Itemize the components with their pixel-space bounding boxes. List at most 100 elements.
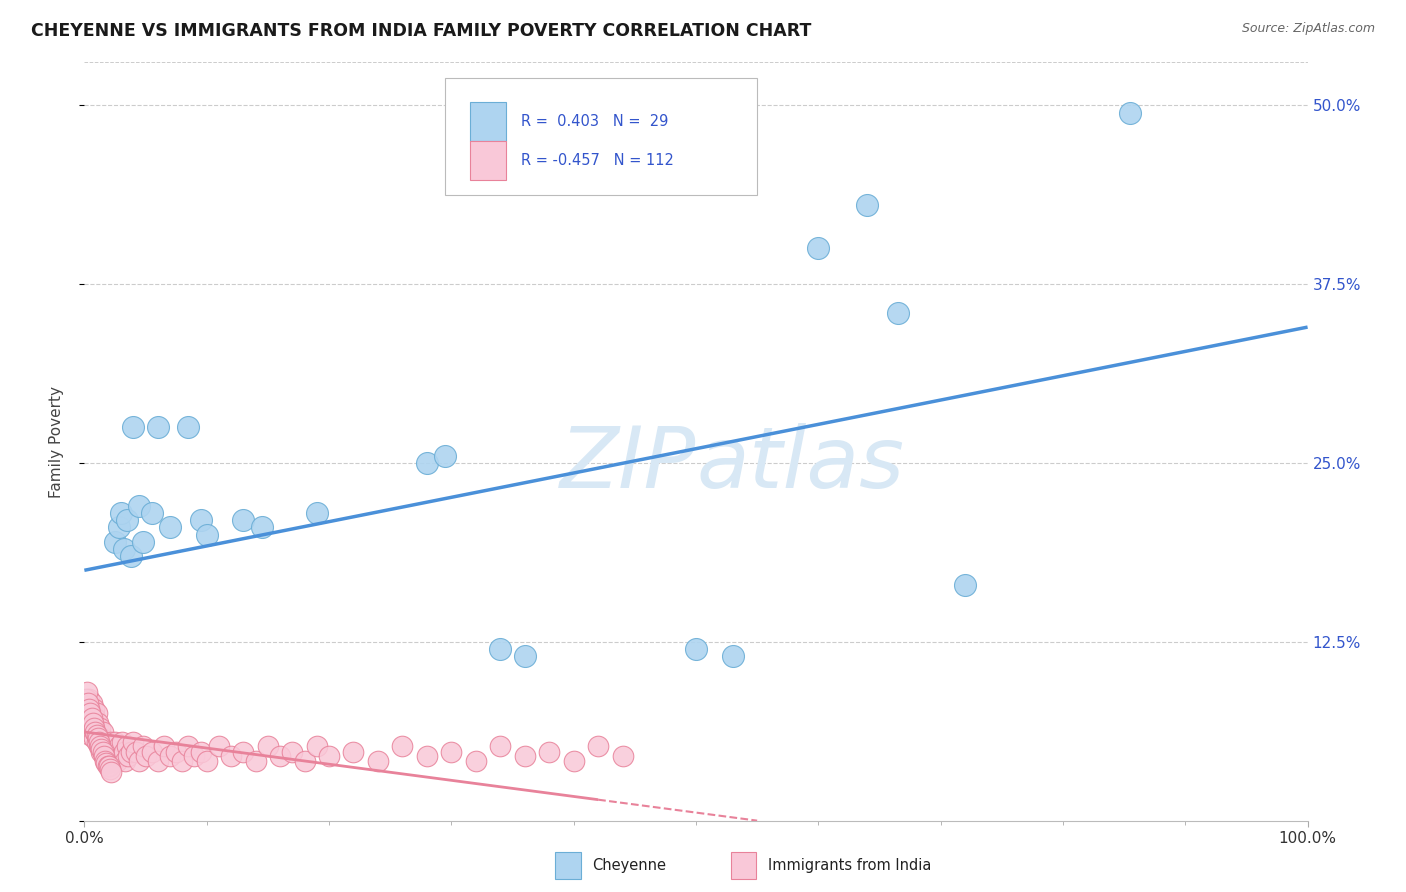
Point — [318, 749, 340, 764]
Point — [86, 735, 108, 749]
Point — [586, 739, 609, 754]
Point — [80, 696, 103, 710]
Point — [97, 749, 120, 764]
Text: Cheyenne: Cheyenne — [592, 858, 666, 872]
Point — [538, 745, 561, 759]
Point — [96, 754, 118, 768]
Point — [97, 759, 120, 773]
Point — [117, 749, 139, 764]
Point — [125, 745, 148, 759]
Point — [104, 735, 127, 749]
Point — [489, 642, 512, 657]
Point — [80, 711, 103, 725]
Point — [135, 749, 157, 764]
Point — [84, 725, 107, 739]
Point — [77, 696, 100, 710]
Point — [122, 420, 145, 434]
Point — [562, 754, 585, 768]
Point — [105, 745, 128, 759]
Point — [111, 735, 134, 749]
Point — [94, 754, 117, 768]
Point — [115, 513, 138, 527]
Point — [685, 642, 707, 657]
Point — [190, 513, 212, 527]
Point — [98, 762, 121, 776]
Point — [77, 714, 100, 728]
Text: ZIP: ZIP — [560, 423, 696, 506]
Point — [132, 534, 155, 549]
Point — [76, 685, 98, 699]
Text: atlas: atlas — [696, 423, 904, 506]
Point — [77, 699, 100, 714]
Point — [104, 534, 127, 549]
Point — [87, 731, 110, 745]
Point — [80, 711, 103, 725]
Point — [110, 506, 132, 520]
Point — [257, 739, 280, 754]
Point — [103, 754, 125, 768]
Point — [195, 754, 218, 768]
Point — [132, 739, 155, 754]
Point — [208, 739, 231, 754]
Point — [86, 706, 108, 721]
Point — [98, 754, 121, 768]
Point — [96, 739, 118, 754]
Point — [195, 527, 218, 541]
Point — [77, 702, 100, 716]
Point — [83, 731, 105, 745]
Point — [120, 745, 142, 759]
Point — [93, 735, 115, 749]
Point — [269, 749, 291, 764]
Point — [128, 499, 150, 513]
Point — [107, 739, 129, 754]
Point — [84, 711, 107, 725]
Point — [128, 754, 150, 768]
Point — [1119, 105, 1142, 120]
Point — [122, 735, 145, 749]
Point — [83, 702, 105, 716]
Point — [513, 649, 536, 664]
Point — [153, 739, 176, 754]
Point — [416, 456, 439, 470]
Point — [87, 716, 110, 731]
Point — [177, 420, 200, 434]
Point — [612, 749, 634, 764]
Point — [97, 759, 120, 773]
Point — [434, 449, 457, 463]
Point — [90, 745, 112, 759]
Text: CHEYENNE VS IMMIGRANTS FROM INDIA FAMILY POVERTY CORRELATION CHART: CHEYENNE VS IMMIGRANTS FROM INDIA FAMILY… — [31, 22, 811, 40]
Point — [86, 728, 108, 742]
Point — [91, 725, 114, 739]
Point — [305, 739, 328, 754]
Point — [100, 735, 122, 749]
Point — [513, 749, 536, 764]
Point — [159, 520, 181, 534]
Point — [120, 549, 142, 563]
Point — [115, 739, 138, 754]
Point — [146, 754, 169, 768]
Point — [96, 756, 118, 771]
Point — [391, 739, 413, 754]
Point — [82, 721, 104, 735]
Point — [856, 198, 879, 212]
Point — [75, 692, 97, 706]
Bar — [470, 141, 506, 180]
Point — [232, 745, 254, 759]
Point — [93, 749, 115, 764]
Point — [141, 506, 163, 520]
Point — [146, 420, 169, 434]
Point — [489, 739, 512, 754]
Text: R = -0.457   N = 112: R = -0.457 N = 112 — [522, 153, 673, 168]
Point — [87, 739, 110, 754]
Point — [342, 745, 364, 759]
Point — [219, 749, 242, 764]
Point — [105, 754, 128, 768]
Point — [90, 731, 112, 745]
FancyBboxPatch shape — [446, 78, 758, 195]
Point — [107, 520, 129, 534]
Text: R =  0.403   N =  29: R = 0.403 N = 29 — [522, 114, 668, 129]
Point — [79, 706, 101, 721]
Point — [82, 706, 104, 721]
Point — [807, 241, 830, 255]
Point — [183, 749, 205, 764]
